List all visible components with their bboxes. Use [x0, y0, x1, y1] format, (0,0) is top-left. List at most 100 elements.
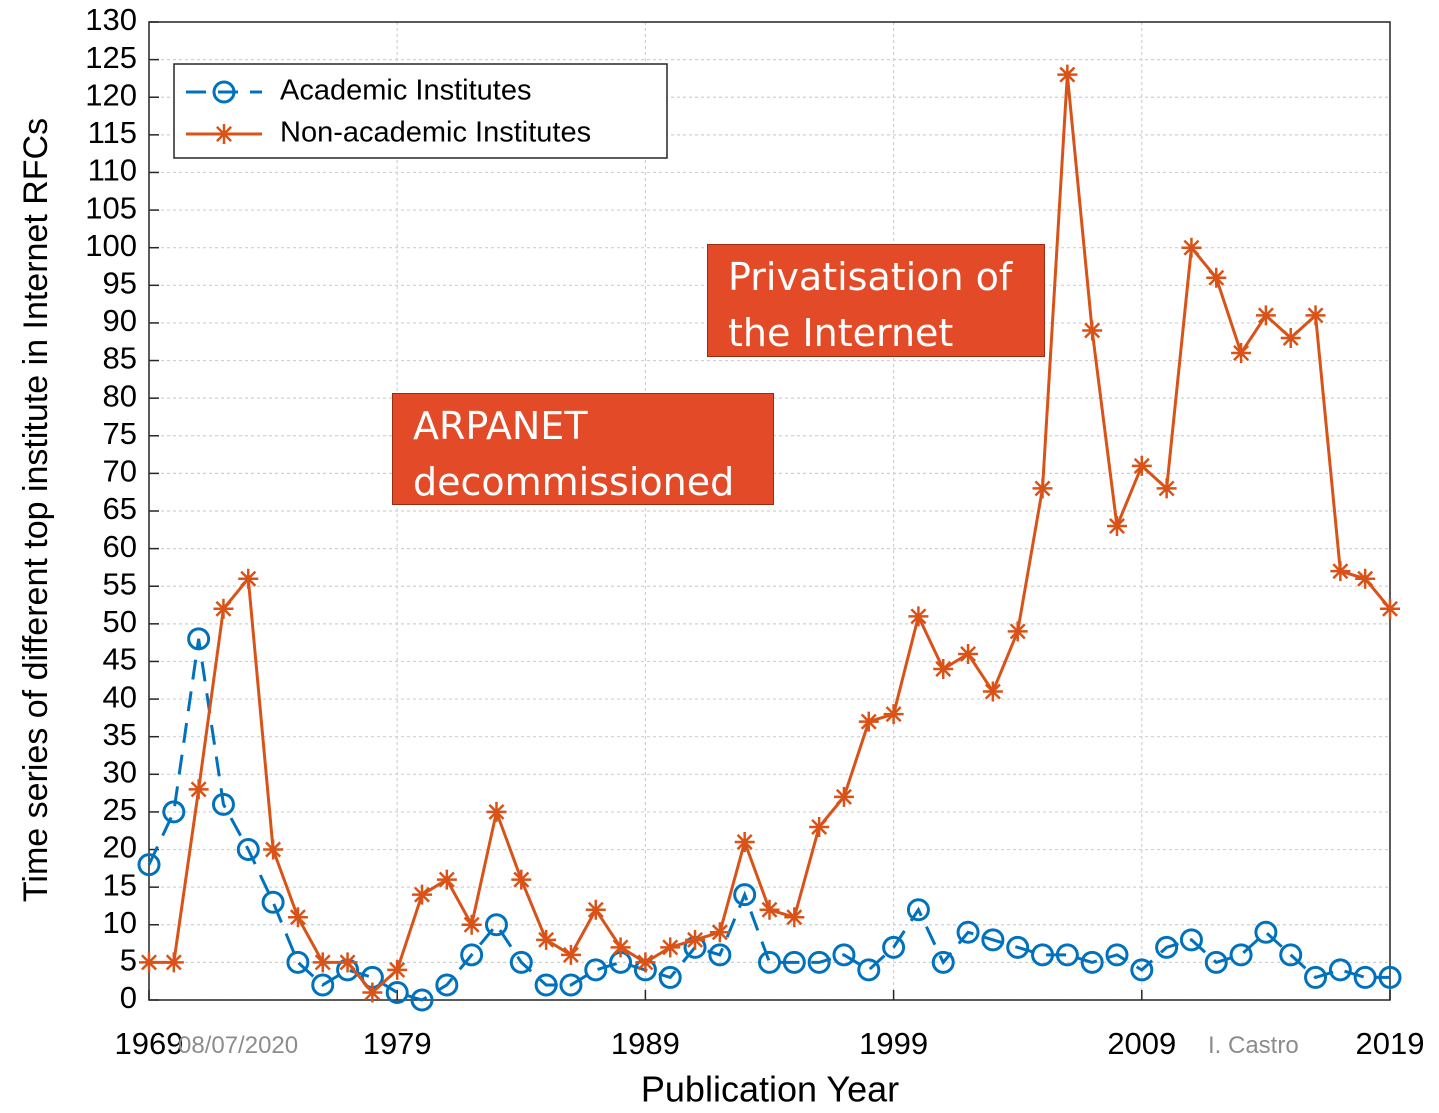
marker: [534, 973, 558, 997]
marker: [931, 950, 955, 974]
y-tick-label: 95: [103, 265, 137, 300]
y-tick-label: 5: [120, 943, 137, 978]
marker: [807, 950, 831, 974]
marker: [311, 973, 335, 997]
marker: [162, 800, 186, 824]
marker: [139, 952, 159, 973]
marker: [685, 929, 706, 950]
legend-label: Academic Institutes: [280, 75, 531, 107]
marker: [906, 898, 930, 922]
marker: [385, 980, 409, 1004]
legend: Academic Institutes Non-academic Institut…: [173, 63, 668, 159]
marker: [809, 816, 830, 837]
y-tick-label: 100: [85, 228, 137, 263]
x-tick-label: 2019: [1356, 1026, 1425, 1061]
marker: [435, 973, 459, 997]
marker: [1254, 920, 1278, 944]
marker: [858, 711, 879, 732]
marker: [312, 952, 333, 973]
y-tick-label: 125: [85, 40, 137, 75]
y-tick-label: 10: [103, 905, 137, 940]
y-tick-label: 40: [103, 679, 137, 714]
y-tick-label: 65: [103, 491, 137, 526]
marker: [412, 884, 433, 905]
marker: [236, 838, 260, 862]
marker: [1204, 950, 1228, 974]
y-tick-label: 85: [103, 341, 137, 376]
marker: [908, 606, 929, 627]
y-tick-label: 15: [103, 867, 137, 902]
marker: [287, 907, 308, 928]
y-tick-label: 60: [103, 529, 137, 564]
y-tick-label: 90: [103, 303, 137, 338]
marker: [610, 937, 631, 958]
marker: [1305, 305, 1326, 326]
marker: [484, 913, 508, 937]
marker: [509, 950, 533, 974]
marker: [1131, 455, 1152, 476]
marker: [1378, 965, 1402, 989]
marker: [188, 779, 209, 800]
y-tick-label: 70: [103, 454, 137, 489]
marker: [337, 952, 358, 973]
marker: [1082, 320, 1103, 341]
marker: [1006, 935, 1030, 959]
marker: [1280, 327, 1301, 348]
marker: [708, 943, 732, 967]
marker: [956, 920, 980, 944]
legend-label: Non-academic Institutes: [280, 117, 591, 149]
marker: [958, 643, 979, 664]
y-tick-label: 115: [88, 115, 137, 150]
y-tick-label: 0: [120, 980, 137, 1015]
marker: [1155, 935, 1179, 959]
marker: [1080, 950, 1104, 974]
marker: [362, 982, 383, 1003]
marker: [1353, 965, 1377, 989]
marker: [1031, 943, 1055, 967]
footer-date: 08/07/2020: [178, 1032, 299, 1059]
marker: [1304, 965, 1328, 989]
marker: [559, 973, 583, 997]
marker: [833, 786, 854, 807]
marker: [832, 943, 856, 967]
marker: [1229, 943, 1253, 967]
marker: [163, 952, 184, 973]
marker: [1231, 343, 1252, 364]
marker: [461, 914, 482, 935]
marker: [286, 950, 310, 974]
annotation: Privatisation of the Internet: [707, 244, 1045, 357]
marker: [660, 937, 681, 958]
marker: [982, 681, 1003, 702]
y-tick-label: 80: [103, 378, 137, 413]
y-tick-label: 75: [103, 416, 137, 451]
marker: [1106, 516, 1127, 537]
marker: [137, 853, 161, 877]
marker: [758, 950, 781, 974]
marker: [1181, 237, 1202, 258]
y-tick-label: 50: [103, 604, 137, 639]
marker: [486, 801, 507, 822]
marker: [883, 704, 904, 725]
y-tick-label: 45: [103, 642, 137, 677]
marker: [759, 899, 780, 920]
marker: [584, 958, 608, 982]
marker: [1156, 478, 1177, 499]
marker: [709, 922, 730, 943]
marker: [933, 658, 954, 679]
marker: [585, 899, 606, 920]
marker: [536, 929, 557, 950]
marker: [981, 928, 1005, 952]
y-axis-label: Time series of different top institute i…: [17, 118, 55, 902]
marker: [187, 627, 211, 651]
marker: [211, 792, 235, 816]
marker: [882, 935, 906, 959]
marker: [460, 943, 484, 967]
marker: [1328, 958, 1352, 982]
y-tick-label: 25: [103, 792, 137, 827]
marker: [857, 958, 881, 982]
marker: [212, 80, 236, 104]
marker: [263, 839, 284, 860]
annotation: ARPANET decommissioned: [392, 393, 774, 505]
marker: [1055, 943, 1079, 967]
